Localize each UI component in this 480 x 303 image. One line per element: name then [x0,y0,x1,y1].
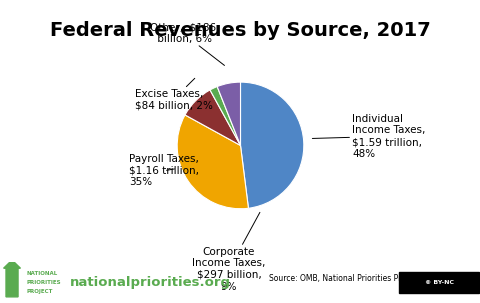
Wedge shape [210,87,240,145]
Wedge shape [177,115,248,209]
Text: Excise Taxes,
$84 billion, 2%: Excise Taxes, $84 billion, 2% [134,78,212,110]
Text: NATIONAL: NATIONAL [26,271,58,276]
Text: nationalpriorities.org: nationalpriorities.org [70,276,230,289]
Text: Source: OMB, National Priorities Project: Source: OMB, National Priorities Project [269,274,420,283]
Text: PROJECT: PROJECT [26,289,53,294]
Text: © BY-NC: © BY-NC [424,280,453,285]
Wedge shape [240,82,303,208]
FancyBboxPatch shape [398,272,478,293]
Text: Other,  $186
 billion, 6%: Other, $186 billion, 6% [150,22,224,65]
FancyArrow shape [4,260,20,297]
Text: Federal Revenues by Source, 2017: Federal Revenues by Source, 2017 [50,21,430,40]
Text: Individual
Income Taxes,
$1.59 trillion,
48%: Individual Income Taxes, $1.59 trillion,… [312,114,425,159]
Text: Corporate
Income Taxes,
$297 billion,
9%: Corporate Income Taxes, $297 billion, 9% [192,212,265,291]
Wedge shape [217,82,240,145]
Text: PRIORITIES: PRIORITIES [26,280,61,285]
Wedge shape [185,90,240,145]
Text: Payroll Taxes,
$1.16 trillion,
35%: Payroll Taxes, $1.16 trillion, 35% [129,154,198,187]
